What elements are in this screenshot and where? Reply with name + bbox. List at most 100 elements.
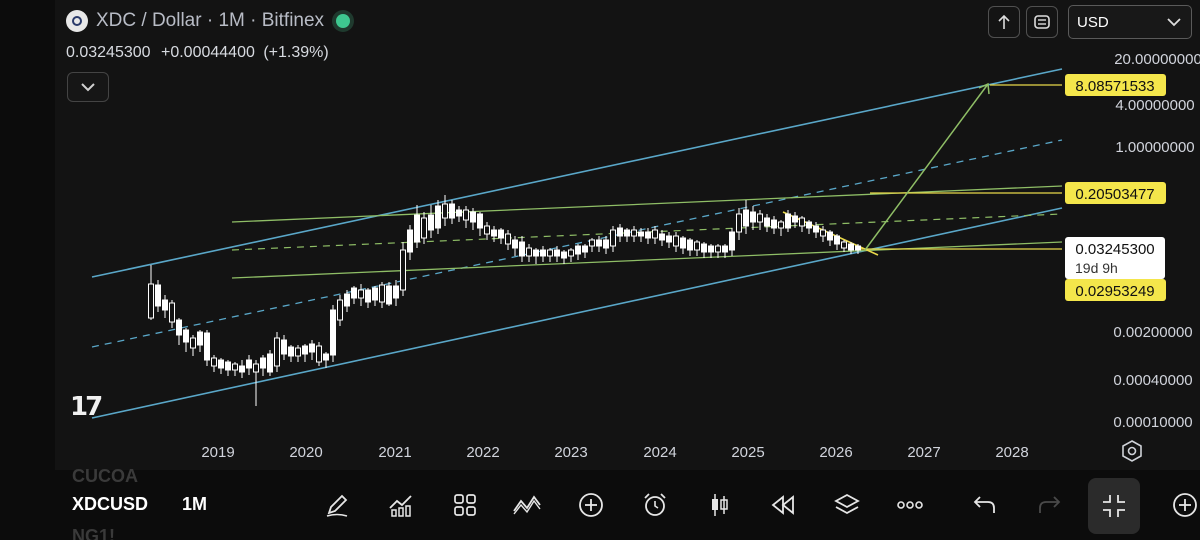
candle-body <box>162 299 168 311</box>
candle-body <box>666 235 672 243</box>
candle-body <box>834 235 840 245</box>
replay-icon[interactable] <box>766 488 800 522</box>
resistance-price-label-bg <box>1065 182 1166 204</box>
symbol-legend[interactable]: XDC / Dollar · 1M · Bitfinex <box>66 10 351 32</box>
candle-body <box>239 365 245 373</box>
target-price-label: 8.08571533 <box>1075 78 1154 95</box>
refresh-icon <box>1034 15 1050 29</box>
time-tick: 2021 <box>378 444 411 461</box>
price-tick: 4.00000000 <box>1115 97 1194 114</box>
price-scale[interactable]: 20.00000000 4.00000000 1.00000000 0.0020… <box>1065 0 1200 470</box>
candle-body <box>757 213 763 223</box>
candlestick-series <box>148 195 861 406</box>
candle-body <box>792 215 798 223</box>
candle-body <box>820 229 826 237</box>
candle-body <box>365 289 371 303</box>
interval-selector[interactable]: 1M <box>182 494 208 514</box>
candle-body <box>771 219 777 229</box>
candle-body <box>645 231 651 239</box>
candle-body <box>393 285 399 299</box>
candle-body <box>456 209 462 217</box>
price-tick: 0.00040000 <box>1113 372 1192 389</box>
candle-body <box>344 293 350 307</box>
pen-icon[interactable] <box>320 488 354 522</box>
candle-body <box>540 249 546 257</box>
candle-body <box>477 213 483 229</box>
candle-body <box>428 214 434 231</box>
pattern-draw-icon[interactable] <box>510 488 544 522</box>
legend-last-price: 0.03245300 <box>66 44 151 61</box>
candle-body <box>575 245 581 255</box>
candle-body <box>155 284 161 307</box>
candle-body <box>218 359 224 369</box>
candle-body <box>596 239 602 247</box>
symbol-selector[interactable]: XDCUSD <box>72 494 149 514</box>
candle-body <box>435 205 441 229</box>
time-tick: 2025 <box>731 444 764 461</box>
candle-body <box>169 302 175 323</box>
candle-body <box>211 357 217 367</box>
candle-body <box>379 284 385 303</box>
candle-body <box>617 227 623 237</box>
candle-body <box>449 203 455 219</box>
more-icon[interactable] <box>893 488 927 522</box>
candle-body <box>785 213 791 229</box>
grid-layout-icon[interactable] <box>448 488 482 522</box>
fullscreen-exit-icon[interactable] <box>1088 478 1140 534</box>
candles-icon[interactable] <box>702 488 736 522</box>
legend-change-pct: (+1.39%) <box>263 44 329 61</box>
candle-body <box>512 239 518 249</box>
candle-body <box>813 225 819 233</box>
candle-body <box>176 319 182 336</box>
layers-icon[interactable] <box>830 488 864 522</box>
candle-body <box>414 214 420 243</box>
candle-body <box>288 346 294 357</box>
time-axis: 2019 2020 2021 2022 2023 2024 2025 2026 2027 2028 <box>201 444 1028 461</box>
candle-body <box>295 347 301 357</box>
candle-body <box>841 241 847 249</box>
chart-indicators-icon[interactable] <box>384 488 418 522</box>
candle-body <box>736 213 742 233</box>
candle-body <box>687 239 693 251</box>
arrow-up-icon <box>998 14 1010 29</box>
left-margin <box>0 0 55 470</box>
chart-area[interactable]: 2019 2020 2021 2022 2023 2024 2025 2026 2027 2028… <box>55 0 1065 470</box>
candle-body <box>722 245 728 253</box>
candle-body <box>225 361 231 371</box>
plus-circle-icon[interactable] <box>574 488 608 522</box>
candle-body <box>386 285 392 305</box>
candle-body <box>855 245 861 251</box>
time-tick: 2019 <box>201 444 234 461</box>
support-price-label-bg <box>1065 279 1166 301</box>
currency-select[interactable]: USD <box>1068 5 1192 39</box>
candle-body <box>316 345 322 363</box>
candle-body <box>505 233 511 245</box>
range-mid-line <box>231 213 1063 251</box>
undo-icon[interactable] <box>968 488 1002 522</box>
candle-body <box>442 203 448 219</box>
price-tick: 0.00010000 <box>1113 414 1192 431</box>
previous-symbol-ghost[interactable]: CUCOA <box>72 466 138 486</box>
time-tick: 2020 <box>289 444 322 461</box>
candle-body <box>484 225 490 235</box>
candle-body <box>274 337 280 367</box>
alarm-icon[interactable] <box>638 488 672 522</box>
chart-settings-icon[interactable] <box>1121 440 1143 462</box>
time-tick: 2026 <box>819 444 852 461</box>
next-symbol-ghost[interactable]: NG1! <box>72 526 116 540</box>
chart-canvas[interactable]: 2019 2020 2021 2022 2023 2024 2025 2026 2027 2028 <box>55 0 1065 470</box>
add-panel-icon[interactable] <box>1168 488 1200 522</box>
scroll-up-button[interactable] <box>988 6 1020 38</box>
candle-body <box>323 353 329 361</box>
candle-body <box>589 239 595 247</box>
candle-body <box>659 233 665 241</box>
candle-body <box>302 345 308 355</box>
candle-body <box>330 309 336 356</box>
legend-collapse-button[interactable] <box>67 72 109 102</box>
candle-body <box>491 229 497 237</box>
candle-body <box>638 231 644 237</box>
compare-button[interactable] <box>1026 6 1058 38</box>
candle-body <box>568 249 574 257</box>
candle-body <box>715 245 721 253</box>
candle-body <box>526 247 532 257</box>
